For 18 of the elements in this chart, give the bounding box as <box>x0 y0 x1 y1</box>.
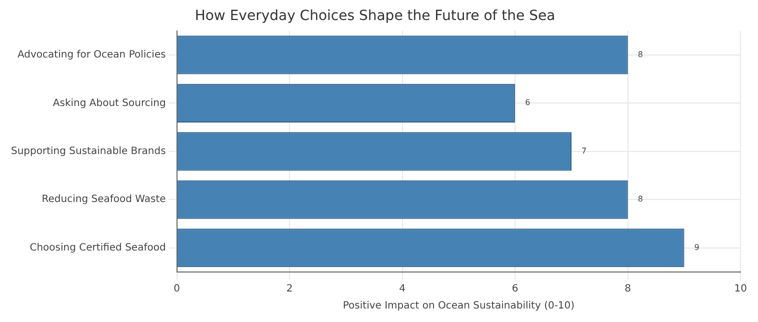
y-tick-label: Supporting Sustainable Brands <box>10 146 166 157</box>
x-axis-title: Positive Impact on Ocean Sustainability (0-10) <box>342 300 575 312</box>
x-tick-label: 6 <box>512 284 518 295</box>
data-label: 6 <box>525 98 530 108</box>
y-tick-label: Choosing Certified Seafood <box>30 242 166 254</box>
chart-title: How Everyday Choices Shape the Future of the Sea <box>194 8 556 24</box>
data-label: 7 <box>581 146 587 156</box>
x-tick-label: 4 <box>399 284 406 295</box>
data-label: 9 <box>694 242 700 252</box>
x-tick-label: 10 <box>734 284 748 295</box>
y-tick-label: Asking About Sourcing <box>52 98 166 109</box>
x-tick-label: 2 <box>286 284 293 295</box>
data-label: 8 <box>638 50 643 59</box>
x-tick-label: 0 <box>174 284 180 295</box>
y-tick-label: Reducing Seafood Waste <box>42 194 166 206</box>
data-label: 8 <box>638 194 643 204</box>
x-tick-label: 8 <box>624 284 632 295</box>
y-tick-label: Advocating for Ocean Policies <box>17 50 166 61</box>
